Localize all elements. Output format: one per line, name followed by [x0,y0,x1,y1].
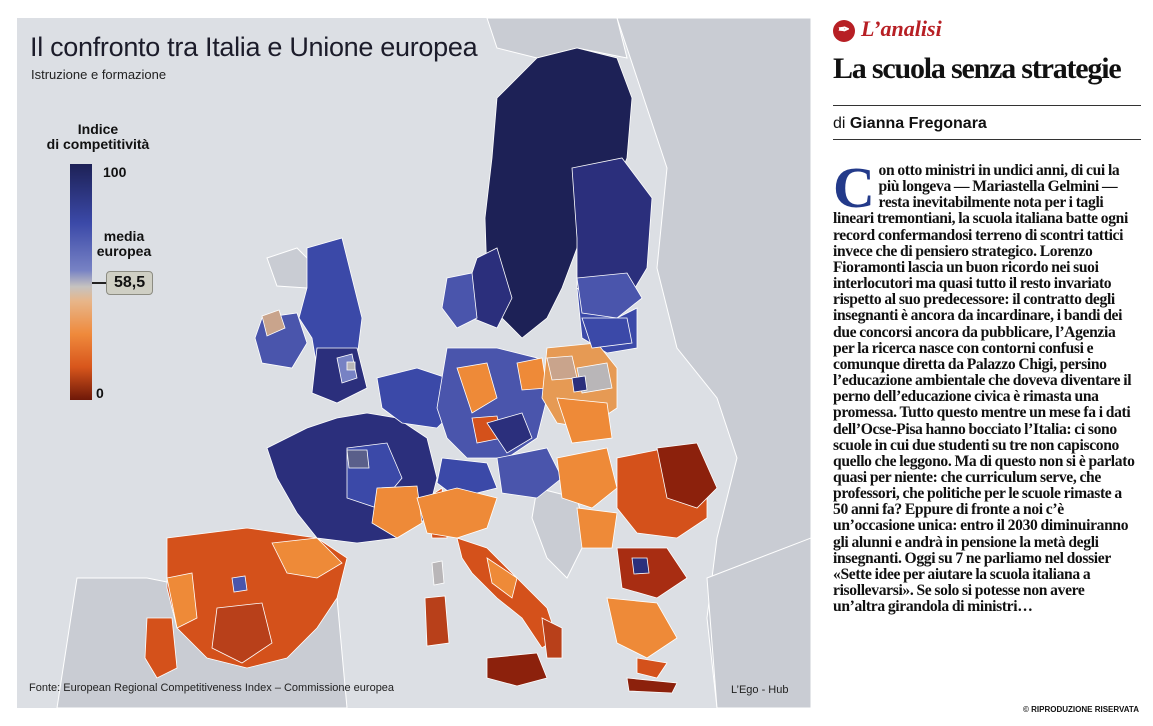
byline-author: Gianna Fregonara [849,115,987,132]
legend-average-line1: media [103,228,145,244]
map-credit: L’Ego - Hub [731,684,789,696]
divider-top [833,105,1141,106]
pen-nib-icon: ✒ [833,20,855,42]
article-headline: La scuola senza strategie [833,52,1122,85]
region-central-europe [376,347,563,499]
map-subtitle: Istruzione e formazione [31,67,167,82]
legend-title-line2: di competitività [46,136,150,152]
article-body-text: on otto ministri in undici anni, di cui … [833,162,1135,616]
legend-average-label: media europea [89,229,159,259]
legend-title: Indice di competitività [23,122,173,152]
map-title: Il confronto tra Italia e Unione europea [30,32,478,62]
legend-max-label: 100 [103,164,127,180]
region-iberia [144,527,348,679]
article-kicker: ✒ L’analisi [833,16,942,42]
article-column: ✒ L’analisi La scuola senza strategie di … [829,8,1145,720]
europe-map [56,18,811,708]
region-british-isles [254,237,368,404]
legend-min-label: 0 [96,385,104,401]
byline-prefix: di [833,115,846,132]
legend-title-line1: Indice [77,121,119,137]
map-source: Fonte: European Regional Competitiveness… [29,682,395,694]
drop-cap: C [833,155,875,220]
legend-color-scale [70,164,92,400]
choropleth-map-panel: Il confronto tra Italia e Unione europea… [17,18,811,708]
region-france [266,412,448,544]
legend-average-tick [92,282,106,284]
copyright-notice: © RIPRODUZIONE RISERVATA [1023,705,1139,714]
legend-average-value: 58,5 [106,271,154,295]
divider-bottom [833,139,1141,140]
legend-average-line2: europea [96,243,152,259]
kicker-label: L’analisi [861,16,942,41]
region-southeast-europe [556,442,718,694]
region-italy [416,487,563,687]
article-byline: di Gianna Fregonara [833,115,987,133]
region-poland-baltics [541,272,643,444]
